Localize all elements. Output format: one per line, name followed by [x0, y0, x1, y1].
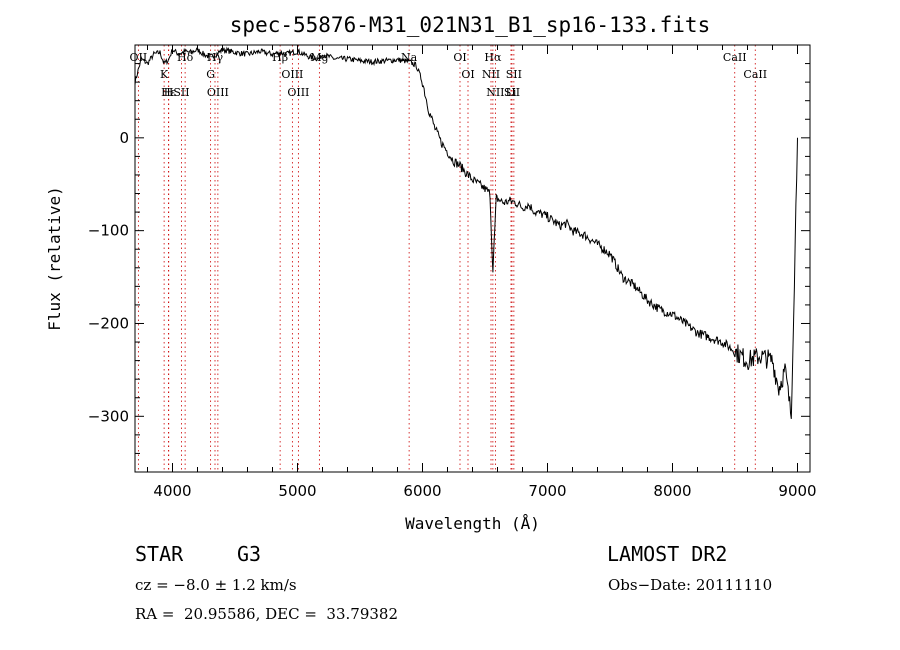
x-tick-label: 7000 [528, 482, 566, 500]
x-tick-label: 5000 [278, 482, 316, 500]
y-axis-label: Flux (relative) [45, 186, 64, 331]
line-label: OII [130, 51, 148, 64]
line-label: OI [461, 68, 474, 81]
line-label: CaII [743, 68, 767, 81]
line-label: CaII [723, 51, 747, 64]
line-label: NII [482, 68, 500, 81]
y-tick-label: 0 [119, 129, 129, 147]
line-label: H [164, 86, 174, 99]
line-label: SII [173, 86, 189, 99]
x-tick-label: 4000 [153, 482, 191, 500]
plot-frame [134, 44, 811, 473]
line-label: Hα [484, 51, 502, 64]
y-tick-label: −300 [88, 407, 129, 425]
line-label: OIII [287, 86, 309, 99]
x-axis-label: Wavelength (Å) [405, 514, 540, 533]
line-label: G [206, 68, 215, 81]
chart-title: spec-55876-M31_021N31_B1_sp16-133.fits [230, 13, 710, 37]
line-label: OIII [281, 68, 303, 81]
line-label: SII [504, 86, 520, 99]
line-label: NII [486, 86, 504, 99]
line-label: SII [506, 68, 522, 81]
x-tick-label: 6000 [403, 482, 441, 500]
obs-date-text: Obs−Date: 20111110 [608, 576, 773, 594]
line-label: OI [453, 51, 466, 64]
line-label: K [160, 68, 169, 81]
line-label: OIII [207, 86, 229, 99]
x-tick-label: 9000 [778, 482, 816, 500]
x-tick-label: 8000 [653, 482, 691, 500]
y-tick-label: −200 [88, 314, 129, 332]
line-label: Li [506, 86, 517, 99]
object-class: STAR [135, 542, 184, 566]
y-tick-label: −100 [88, 222, 129, 240]
redshift-text: cz = −8.0 ± 1.2 km/s [135, 576, 297, 594]
coordinates-text: RA = 20.95586, DEC = 33.79382 [135, 605, 399, 623]
object-subclass: G3 [237, 542, 262, 566]
survey-label: LAMOST DR2 [607, 542, 728, 566]
line-label: Hε [161, 86, 177, 99]
spectrum-line [134, 46, 798, 419]
